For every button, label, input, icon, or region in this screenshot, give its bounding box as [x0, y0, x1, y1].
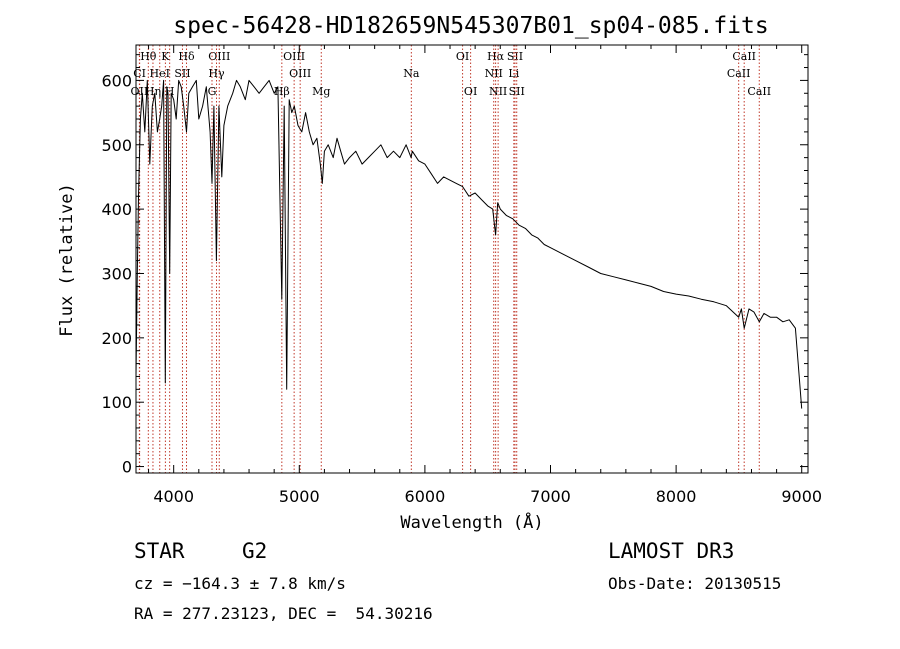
- spectral-line-label: SII: [174, 67, 190, 80]
- spectral-line-label: Na: [403, 67, 420, 80]
- spectral-line-label: Hδ: [178, 50, 195, 63]
- chart-title: spec-56428-HD182659N545307B01_sp04-085.f…: [173, 13, 768, 39]
- spectral-line-label: G: [208, 85, 217, 98]
- object-class: STAR: [134, 539, 185, 563]
- spectral-line-label: Mg: [312, 85, 330, 98]
- x-tick-label: 8000: [656, 487, 697, 506]
- spectral-line-label: H: [165, 85, 175, 98]
- spectral-line-label: CaII: [747, 85, 771, 98]
- spectral-line-label: HeI: [150, 67, 170, 80]
- spectral-line-label: SII: [509, 85, 525, 98]
- x-tick-label: 9000: [781, 487, 822, 506]
- survey-name: LAMOST DR3: [608, 539, 735, 563]
- spectral-line-label: K: [161, 50, 170, 63]
- data-layer: [135, 79, 803, 409]
- coordinates: RA = 277.23123, DEC = 54.30216: [134, 604, 433, 623]
- y-tick-label: 100: [101, 393, 132, 412]
- x-axis-label: Wavelength (Å): [400, 511, 543, 533]
- spectral-line-label: NII: [485, 67, 503, 80]
- y-tick-label: 400: [101, 200, 132, 219]
- plot-frame: [135, 44, 809, 474]
- x-tick-label: 4000: [153, 487, 194, 506]
- spectral-line-label: NII: [489, 85, 507, 98]
- spectral-line-label: Hη: [145, 85, 161, 98]
- spectral-line-label: OIII: [289, 67, 311, 80]
- object-subclass: G2: [242, 539, 268, 563]
- x-tick-label: 7000: [530, 487, 571, 506]
- spectral-line-label: OII: [131, 85, 149, 98]
- y-tick-label: 500: [101, 136, 132, 155]
- axes-layer: 4000 5000 6000 7000 8000 9000 0 100 200 300 400 500…: [101, 45, 822, 506]
- spectral-line-label: SII: [507, 50, 523, 63]
- redshift-line: cz = −164.3 ± 7.8 km/s: [134, 574, 346, 593]
- spectral-line-label: Li: [508, 67, 519, 80]
- y-tick-label: 300: [101, 264, 132, 283]
- y-tick-label: 200: [101, 329, 132, 348]
- spectral-line-label: Hγ: [208, 67, 225, 80]
- y-tick-label: 600: [101, 71, 132, 90]
- spectral-line-label: Hβ: [274, 85, 290, 98]
- spectral-line-label: Hθ: [140, 50, 157, 63]
- x-tick-label: 6000: [405, 487, 446, 506]
- spectral-line-label: CaII: [732, 50, 756, 63]
- y-tick-label: 0: [122, 458, 132, 477]
- obs-date: Obs-Date: 20130515: [608, 574, 782, 593]
- y-axis-label: Flux (relative): [57, 183, 77, 337]
- spectral-line-label: OI: [456, 50, 469, 63]
- x-tick-label: 5000: [279, 487, 320, 506]
- spectral-line-label: CaII: [727, 67, 751, 80]
- flux-series-line: [135, 79, 803, 409]
- spectral-line-label: OIII: [283, 50, 305, 63]
- spectral-line-label: OIII: [208, 50, 230, 63]
- spectral-line-label: Hα: [487, 50, 505, 63]
- spectral-line-label: OI: [464, 85, 477, 98]
